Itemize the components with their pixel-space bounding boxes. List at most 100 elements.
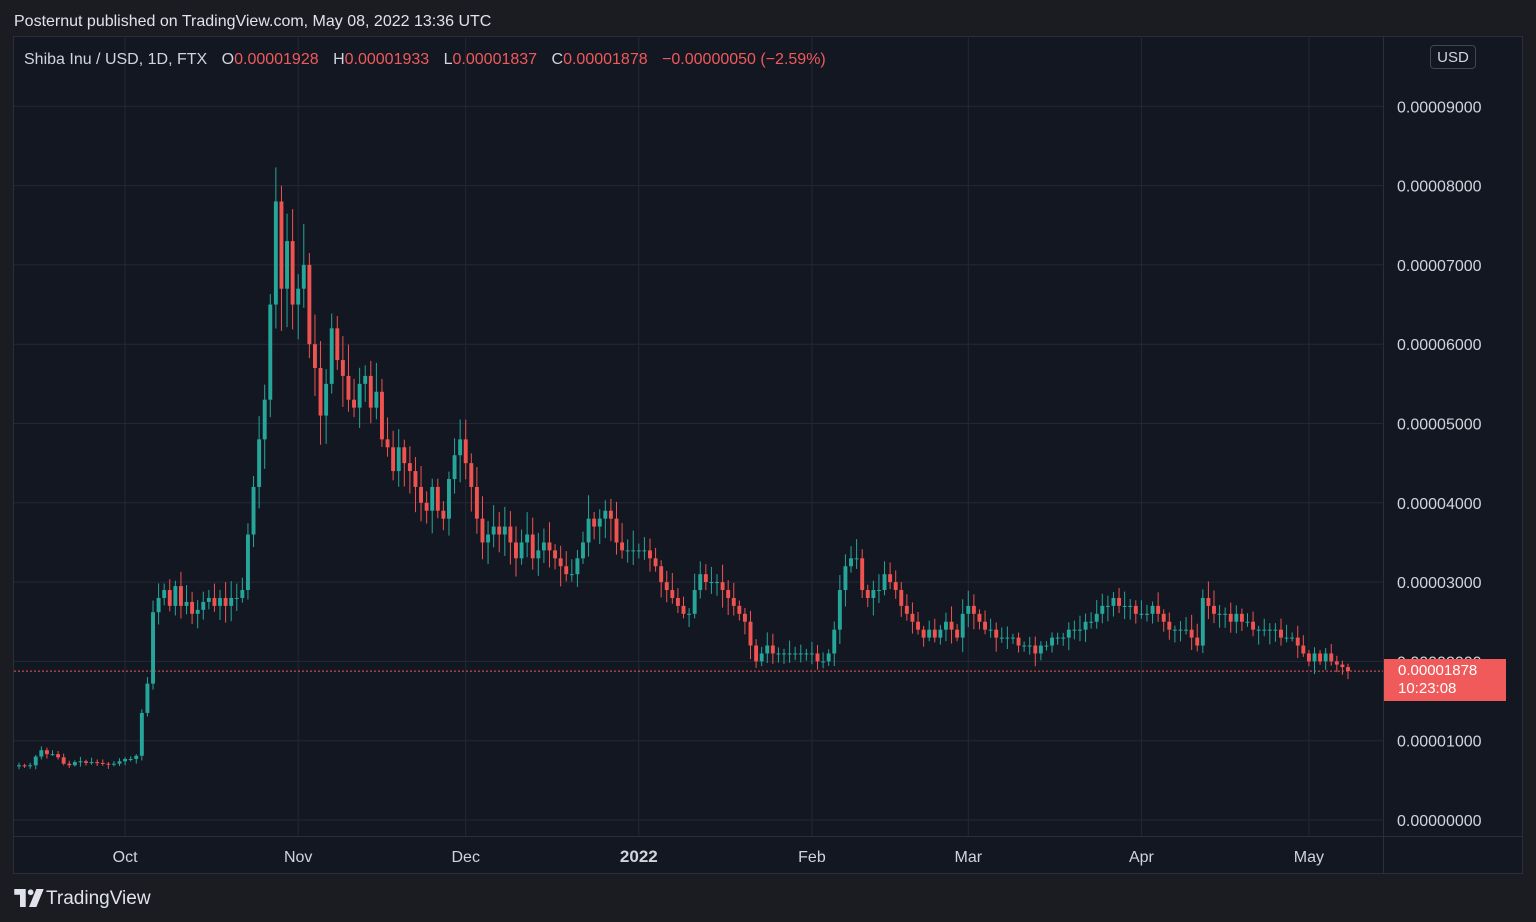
candle-body	[865, 590, 870, 598]
candle-body	[943, 621, 948, 630]
candle-body	[1217, 613, 1222, 615]
candle-body	[50, 754, 55, 756]
candle-body	[787, 653, 792, 655]
candle-body	[664, 582, 669, 591]
y-tick-label: 0.00007000	[1397, 258, 1482, 275]
candle-body	[491, 526, 496, 535]
candle-body	[1139, 613, 1144, 615]
currency-button[interactable]: USD	[1430, 45, 1476, 69]
candle-body	[385, 439, 390, 448]
candle-body	[324, 383, 329, 416]
candle-body	[681, 605, 686, 614]
candle-body	[597, 518, 602, 527]
y-tick-label: 0.00008000	[1397, 179, 1482, 196]
candle-body	[988, 629, 993, 631]
candle-body	[178, 586, 183, 606]
candle-body	[346, 375, 351, 400]
candle-body	[1340, 664, 1345, 668]
candle-body	[1061, 637, 1066, 639]
candle-body	[162, 590, 167, 598]
candle-body	[742, 613, 747, 622]
candle-body	[1083, 621, 1088, 630]
tradingview-brand[interactable]: TradingView	[46, 888, 151, 909]
candle-body	[1038, 645, 1043, 654]
candle-body	[530, 534, 535, 559]
candle-body	[257, 439, 262, 487]
candle-body	[296, 288, 301, 305]
candle-body	[262, 399, 267, 440]
symbol-label[interactable]: Shiba Inu / USD, 1D, FTX	[24, 51, 208, 68]
candle-body	[184, 601, 189, 606]
candle-body	[631, 550, 636, 552]
candle-body	[463, 439, 468, 464]
candle-body	[128, 758, 133, 760]
candle-body	[575, 558, 580, 575]
candle-body	[759, 653, 764, 662]
candle-body	[1161, 613, 1166, 622]
candle-body	[469, 463, 474, 487]
candle-body	[871, 590, 876, 598]
candle-body	[770, 645, 775, 654]
candle-body	[279, 201, 284, 289]
x-tick-label: Mar	[955, 849, 983, 866]
candle-body	[424, 502, 429, 511]
candle-body	[927, 629, 932, 638]
candle-body	[843, 566, 848, 591]
candle-body	[793, 653, 798, 655]
candle-body	[1111, 597, 1116, 606]
open-label: O	[221, 51, 235, 68]
x-tick-label: Nov	[284, 849, 312, 866]
y-tick-label: 0.00004000	[1397, 496, 1482, 513]
candle-body	[1172, 629, 1177, 631]
candle-body	[111, 763, 116, 765]
tradingview-logo-icon[interactable]	[14, 889, 44, 907]
candle-body	[61, 757, 66, 764]
candle-body	[971, 605, 976, 614]
candle-body	[1234, 613, 1239, 622]
candle-body	[955, 629, 960, 638]
candle-body	[1117, 597, 1122, 606]
candle-body	[720, 582, 725, 591]
candle-body	[1055, 637, 1060, 639]
candle-body	[564, 566, 569, 575]
candle-body	[44, 750, 49, 755]
candle-body	[960, 613, 965, 638]
candle-body	[1145, 613, 1149, 615]
candle-body	[804, 653, 809, 655]
candle-body	[776, 653, 781, 655]
candle-body	[1256, 629, 1261, 631]
y-tick-label: 0.00001000	[1397, 734, 1482, 751]
candle-body	[1318, 653, 1323, 662]
candle-body	[949, 621, 954, 630]
candle-body	[821, 661, 826, 663]
candle-body	[1044, 645, 1049, 647]
candle-body	[765, 645, 770, 654]
candle-body	[56, 754, 61, 758]
candle-body	[899, 590, 904, 606]
candle-body	[1228, 613, 1233, 622]
candle-body	[413, 471, 418, 487]
candle-body	[782, 653, 786, 655]
candle-body	[1267, 629, 1272, 631]
candle-body	[380, 391, 384, 440]
candle-body	[285, 241, 289, 289]
candle-body	[1150, 605, 1155, 614]
candle-body	[1133, 605, 1138, 614]
candle-body	[212, 597, 217, 606]
candle-body	[1094, 613, 1099, 622]
candle-body	[1184, 629, 1189, 631]
candle-body	[201, 601, 206, 610]
candle-body	[726, 590, 731, 598]
candle-body	[648, 550, 652, 559]
candle-body	[614, 518, 619, 543]
open-value: 0.00001928	[234, 51, 319, 68]
candle-body	[234, 597, 239, 599]
candle-body	[603, 510, 608, 519]
candle-body	[1089, 621, 1094, 623]
candle-body	[1072, 629, 1077, 631]
last-price-badge: 0.00001878 10:23:08	[1384, 659, 1506, 701]
candle-body	[340, 360, 345, 376]
candle-body	[653, 558, 658, 567]
candle-body	[999, 637, 1004, 639]
